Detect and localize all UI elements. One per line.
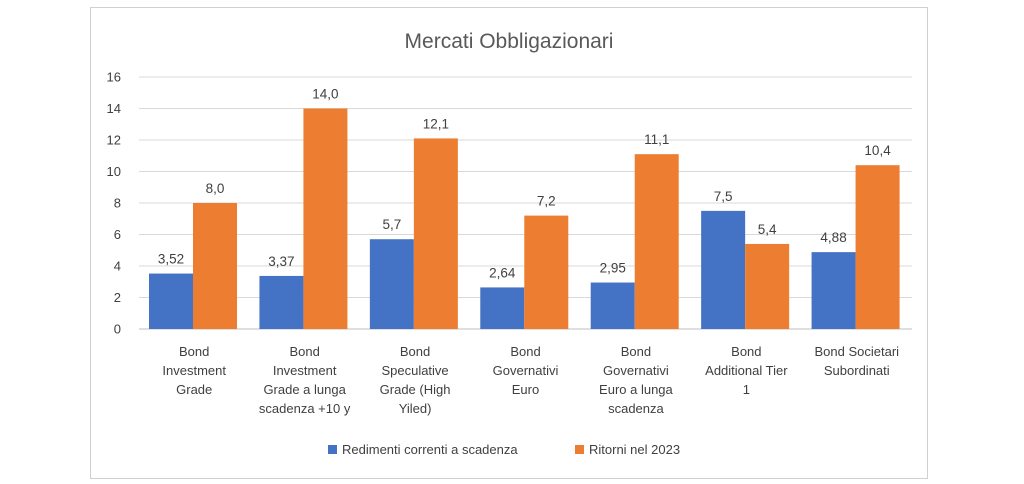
bar-ritorni bbox=[855, 165, 900, 329]
x-category-line: Governativi bbox=[493, 363, 559, 378]
x-category-label: Bond Investment Grade bbox=[162, 344, 226, 397]
y-tick-label: 0 bbox=[114, 322, 121, 337]
x-category-line: Bond bbox=[621, 344, 651, 359]
x-category-line: Subordinati bbox=[824, 363, 890, 378]
chart-title: Mercati Obbligazionari bbox=[405, 30, 614, 53]
bars bbox=[149, 108, 900, 329]
x-category-line: Speculative bbox=[381, 363, 448, 378]
bar-rendimenti bbox=[259, 275, 304, 329]
x-category-line: Euro a lunga bbox=[599, 382, 673, 397]
data-label: 11,1 bbox=[644, 132, 669, 147]
x-category-line: Grade bbox=[176, 382, 212, 397]
bar-ritorni bbox=[524, 215, 569, 329]
x-category-line: Bond bbox=[289, 344, 319, 359]
data-label: 7,2 bbox=[537, 194, 556, 209]
x-category-line: Bond bbox=[179, 344, 209, 359]
x-axis: Bond Investment Grade Bond Investment Grade a… bbox=[162, 344, 899, 416]
legend-swatch bbox=[328, 445, 337, 454]
y-tick-label: 14 bbox=[107, 101, 121, 116]
x-category-line: Bond bbox=[400, 344, 430, 359]
x-category-line: Bond Societari bbox=[815, 344, 900, 359]
x-category-line: 1 bbox=[743, 382, 750, 397]
x-category-line: scadenza +10 y bbox=[259, 401, 351, 416]
bar-rendimenti bbox=[149, 273, 193, 329]
data-label: 3,52 bbox=[158, 252, 184, 267]
x-category-line: Additional Tier bbox=[705, 363, 788, 378]
y-tick-label: 6 bbox=[114, 227, 121, 242]
bar-ritorni bbox=[193, 203, 237, 329]
y-tick-label: 16 bbox=[107, 70, 121, 85]
data-label: 8,0 bbox=[206, 181, 225, 196]
legend-label: Redimenti correnti a scadenza bbox=[342, 442, 518, 457]
bar-rendimenti bbox=[369, 239, 414, 329]
bar-ritorni bbox=[413, 138, 458, 329]
chart-frame: Mercati Obbligazionari 0 2 4 6 8 10 12 14 16 3,5… bbox=[90, 7, 928, 479]
y-tick-label: 4 bbox=[114, 259, 121, 274]
bar-ritorni bbox=[634, 154, 679, 329]
legend-label: Ritorni nel 2023 bbox=[589, 442, 680, 457]
x-category-label: Bond Societari Subordinati bbox=[815, 344, 900, 378]
data-label: 3,37 bbox=[268, 254, 294, 269]
bar-ritorni bbox=[745, 243, 790, 329]
legend: Redimenti correnti a scadenza Ritorni nel… bbox=[328, 442, 680, 457]
data-label: 10,4 bbox=[864, 143, 891, 158]
x-category-label: Bond Additional Tier 1 bbox=[705, 344, 788, 397]
y-tick-label: 10 bbox=[107, 164, 121, 179]
data-label: 14,0 bbox=[312, 87, 338, 102]
x-category-line: Bond bbox=[510, 344, 540, 359]
x-category-line: Grade (High bbox=[380, 382, 451, 397]
bar-ritorni bbox=[303, 108, 348, 329]
y-tick-label: 8 bbox=[114, 196, 121, 211]
y-tick-label: 2 bbox=[114, 290, 121, 305]
data-label: 2,64 bbox=[489, 265, 516, 280]
y-tick-label: 12 bbox=[107, 133, 121, 148]
data-label: 12,1 bbox=[423, 116, 449, 131]
bar-rendimenti bbox=[701, 210, 746, 329]
x-category-line: scadenza bbox=[608, 401, 664, 416]
chart-svg: Mercati Obbligazionari 0 2 4 6 8 10 12 14 16 3,5… bbox=[107, 30, 912, 457]
data-label: 5,7 bbox=[382, 217, 401, 232]
x-category-line: Governativi bbox=[603, 363, 669, 378]
x-category-line: Grade a lunga bbox=[263, 382, 346, 397]
y-axis: 0 2 4 6 8 10 12 14 16 bbox=[107, 70, 121, 337]
x-category-line: Yiled) bbox=[399, 401, 432, 416]
x-category-label: Bond Governativi Euro a lunga scadenza bbox=[599, 344, 673, 416]
data-label: 7,5 bbox=[714, 189, 733, 204]
legend-swatch bbox=[575, 445, 584, 454]
data-label: 5,4 bbox=[758, 222, 777, 237]
x-category-line: Investment bbox=[273, 363, 337, 378]
bar-rendimenti bbox=[480, 287, 525, 329]
x-category-line: Euro bbox=[512, 382, 539, 397]
x-category-line: Bond bbox=[731, 344, 761, 359]
data-label: 4,88 bbox=[820, 230, 846, 245]
x-category-line: Investment bbox=[162, 363, 226, 378]
data-label: 2,95 bbox=[600, 261, 626, 276]
x-category-label: Bond Investment Grade a lunga scadenza +10 … bbox=[259, 344, 351, 416]
bar-rendimenti bbox=[811, 252, 856, 329]
x-category-label: Bond Governativi Euro bbox=[493, 344, 559, 397]
bar-rendimenti bbox=[590, 282, 635, 329]
data-labels: 3,52 8,0 3,37 14,0 5,7 12,1 2,64 7,2 2,95 11,1 7,5… bbox=[158, 87, 891, 281]
x-category-label: Bond Speculative Grade (High Yiled) bbox=[380, 344, 451, 416]
